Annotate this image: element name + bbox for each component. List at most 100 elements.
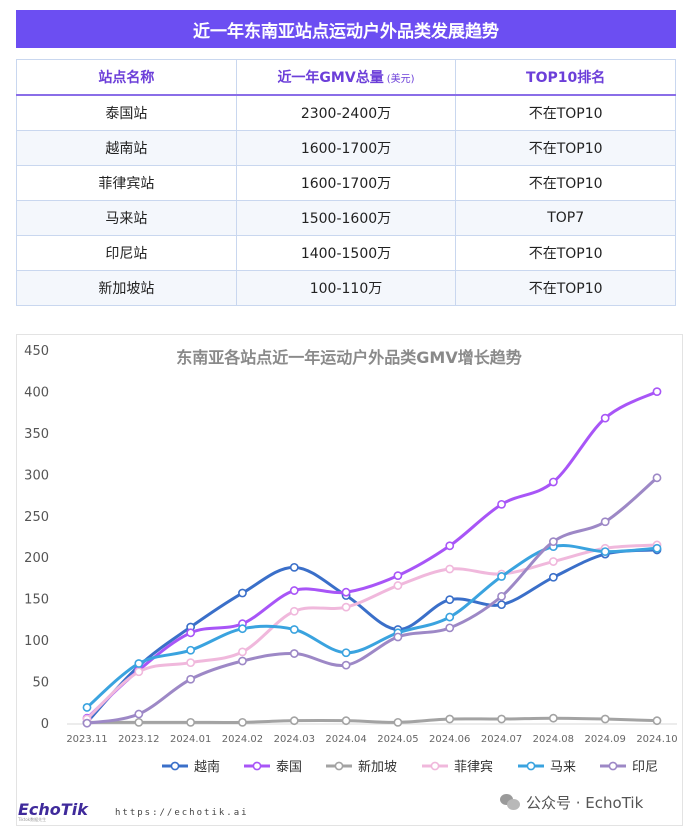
- legend-marker: [252, 761, 262, 771]
- x-tick-label: 2024.06: [429, 734, 470, 745]
- data-point: [445, 595, 455, 605]
- data-point: [186, 674, 196, 684]
- cell-rank: 不在TOP10: [455, 235, 676, 271]
- legend-label: 泰国: [276, 760, 302, 775]
- data-point: [238, 624, 247, 634]
- y-tick-label: 150: [24, 593, 49, 608]
- data-point: [548, 713, 558, 723]
- legend-label: 越南: [194, 759, 220, 775]
- logo-text: EchoTik: [18, 800, 88, 819]
- data-point: [238, 656, 247, 666]
- header-gmv-unit: (美元): [386, 74, 415, 85]
- legend-marker: [170, 761, 180, 771]
- cell-gmv: 1600-1700万: [235, 130, 457, 166]
- x-tick-label: 2024.03: [274, 734, 315, 745]
- wechat-label: 公众号 · EchoTik: [526, 794, 644, 812]
- data-point: [134, 659, 144, 668]
- x-tick-label: 2024.10: [636, 734, 677, 745]
- x-tick-label: 2024.01: [170, 734, 211, 745]
- table-row: 马来站 1500-1600万 TOP7: [16, 200, 676, 236]
- logo-subtitle: Tiktok数据先生: [18, 817, 47, 822]
- data-point: [600, 714, 610, 724]
- data-point: [238, 588, 247, 598]
- data-point: [186, 717, 196, 727]
- data-point: [393, 717, 403, 727]
- data-point: [652, 543, 662, 553]
- data-point: [82, 703, 92, 712]
- banner-title: 近一年东南亚站点运动户外品类发展趋势: [193, 21, 499, 42]
- data-point: [341, 587, 351, 597]
- data-point: [497, 499, 506, 509]
- chart-title: 东南亚各站点近一年运动户外品类GMV增长趋势: [176, 348, 521, 367]
- wechat-icon: [500, 794, 520, 811]
- data-point: [289, 716, 299, 726]
- data-point: [289, 649, 299, 658]
- cell-rank: 不在TOP10: [455, 270, 676, 306]
- data-point: [238, 647, 247, 657]
- table-row: 泰国站 2300-2400万 不在TOP10: [16, 94, 676, 131]
- cell-rank: 不在TOP10: [455, 130, 676, 166]
- legend-label: 印尼: [632, 760, 658, 775]
- x-tick-label: 2024.08: [533, 734, 574, 745]
- footer-url[interactable]: https://echotik.ai: [115, 808, 249, 818]
- legend-marker: [526, 761, 536, 771]
- x-tick-label: 2023.12: [118, 734, 159, 745]
- legend-label: 菲律宾: [454, 759, 493, 775]
- cell-rank: 不在TOP10: [455, 165, 676, 201]
- x-tick-label: 2023.11: [66, 734, 107, 745]
- site-gmv-table: 站点名称 近一年GMV总量 (美元) TOP10排名 泰国站 2300-2400万不…: [16, 59, 676, 306]
- y-tick-label: 100: [24, 634, 49, 649]
- series-line-印尼: [85, 476, 659, 725]
- data-point: [289, 586, 299, 595]
- data-point: [600, 413, 610, 423]
- data-point: [289, 606, 299, 616]
- data-point: [341, 716, 351, 726]
- data-point: [82, 718, 92, 728]
- data-point: [548, 557, 558, 566]
- table-row: 菲律宾站 1600-1700万 不在TOP10: [16, 165, 676, 201]
- data-point: [186, 658, 196, 668]
- data-point: [652, 473, 662, 483]
- data-point: [341, 648, 351, 658]
- y-tick-label: 0: [41, 717, 49, 732]
- y-tick-label: 250: [24, 510, 49, 525]
- series-line-新加坡: [85, 716, 659, 724]
- data-point: [445, 564, 455, 574]
- table-row: 越南站 1600-1700万 不在TOP10: [16, 130, 676, 166]
- data-point: [445, 623, 455, 633]
- data-point: [134, 709, 144, 719]
- data-point: [652, 387, 662, 397]
- data-point: [134, 667, 144, 677]
- data-point: [548, 572, 558, 582]
- data-point: [445, 541, 455, 551]
- data-point: [600, 517, 610, 527]
- x-tick-label: 2024.05: [377, 734, 418, 745]
- page-banner: 近一年东南亚站点运动户外品类发展趋势: [16, 10, 676, 48]
- header-site: 站点名称: [16, 59, 237, 96]
- data-point: [600, 547, 610, 556]
- y-tick-label: 450: [24, 344, 49, 359]
- cell-rank: 不在TOP10: [455, 94, 676, 131]
- y-tick-label: 350: [24, 427, 49, 442]
- data-point: [652, 716, 662, 726]
- x-tick-label: 2024.04: [325, 734, 366, 745]
- x-tick-label: 2024.09: [585, 734, 626, 745]
- series-line-越南: [85, 548, 659, 724]
- data-point: [445, 714, 455, 724]
- gmv-trend-chart: 东南亚各站点近一年运动户外品类GMV增长趋势 0 50 100 150 200 250 300…: [16, 334, 683, 826]
- legend-marker: [430, 761, 440, 771]
- cell-site: 越南站: [16, 130, 237, 166]
- cell-site: 菲律宾站: [16, 165, 237, 201]
- data-point: [497, 572, 506, 581]
- cell-site: 新加坡站: [16, 270, 237, 306]
- data-point: [497, 600, 506, 610]
- legend-label: 新加坡: [358, 759, 397, 775]
- x-tick-label: 2024.02: [222, 734, 263, 745]
- cell-gmv: 1400-1500万: [235, 235, 457, 271]
- cell-gmv: 1600-1700万: [235, 165, 457, 201]
- legend-marker: [334, 761, 344, 771]
- data-point: [238, 717, 247, 727]
- data-point: [497, 714, 506, 724]
- y-tick-label: 400: [24, 385, 49, 400]
- y-tick-label: 200: [24, 551, 49, 566]
